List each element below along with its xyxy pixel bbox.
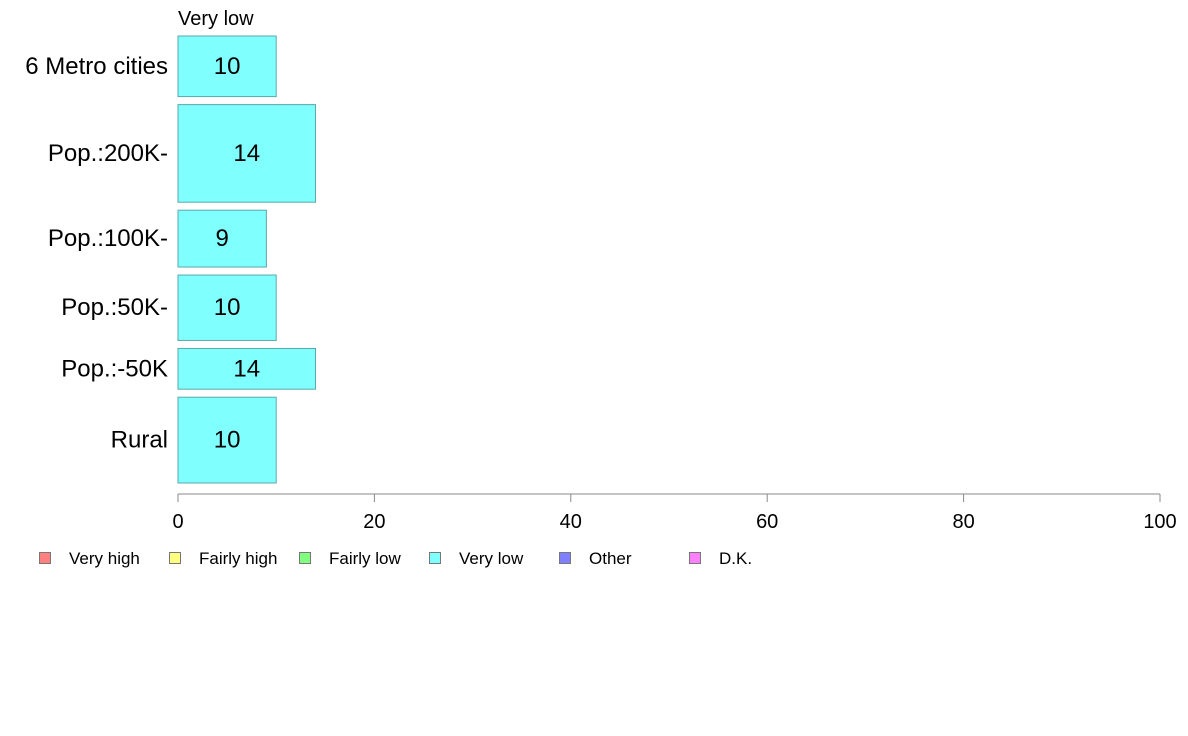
category-label-6-metro-cities: 6 Metro cities xyxy=(25,53,168,80)
x-tick-label-40: 40 xyxy=(560,511,582,533)
x-tick-label-100: 100 xyxy=(1143,511,1176,533)
legend-label-fairly-low: Fairly low xyxy=(329,549,401,568)
bar-pop-50k xyxy=(177,274,277,341)
bar-value-label-pop-50k: 10 xyxy=(214,294,241,321)
bar-value-label-pop-50k: 14 xyxy=(233,355,260,382)
legend-swatch-fairly-high xyxy=(169,552,181,564)
category-label-rural: Rural xyxy=(111,427,168,454)
legend-label-very-high: Very high xyxy=(69,549,140,568)
bar-value-label-6-metro-cities: 10 xyxy=(214,53,241,80)
category-label-pop-100k: Pop.:100K- xyxy=(48,225,168,252)
bar-rural xyxy=(177,396,277,484)
bar-pop-200k xyxy=(177,104,316,203)
bar-pop-50k xyxy=(177,347,316,390)
series-title: Very low xyxy=(178,8,254,30)
legend-swatch-very-high xyxy=(39,552,51,564)
legend-swatch-very-low xyxy=(429,552,441,564)
x-tick-label-60: 60 xyxy=(756,511,778,533)
bars-layer: 10 6 Metro cities 14 Pop.:200K- 9 Pop.:100K- 1… xyxy=(25,35,316,484)
legend-swatch-fairly-low xyxy=(299,552,311,564)
legend-swatch-other xyxy=(559,552,571,564)
legend-label-very-low: Very low xyxy=(459,549,524,568)
legend-swatch-dk xyxy=(689,552,701,564)
x-tick-label-20: 20 xyxy=(363,511,385,533)
category-label-pop-50k: Pop.:50K- xyxy=(61,294,168,321)
legend-label-fairly-high: Fairly high xyxy=(199,549,278,568)
x-tick-label-0: 0 xyxy=(172,511,183,533)
legend-label-other: Other xyxy=(589,549,632,568)
category-label-pop-50k: Pop.:-50K xyxy=(61,355,168,382)
bar-value-label-pop-100k: 9 xyxy=(216,225,229,252)
bar-value-label-rural: 10 xyxy=(214,427,241,454)
bar-pop-100k xyxy=(177,209,267,268)
x-tick-label-80: 80 xyxy=(952,511,974,533)
x-axis: 0 20 40 60 80 100 xyxy=(172,493,1177,533)
category-label-pop-200k: Pop.:200K- xyxy=(48,140,168,167)
bar-value-label-pop-200k: 14 xyxy=(233,140,260,167)
legend-label-dk: D.K. xyxy=(719,549,753,568)
bar-6-metro-cities xyxy=(177,35,277,98)
